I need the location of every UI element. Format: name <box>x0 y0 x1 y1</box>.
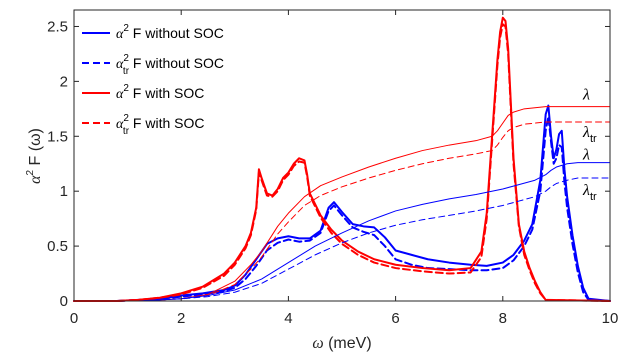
y-tick-label: 0 <box>60 293 68 310</box>
legend: α2 F without SOC α2 tr F without SOC α2 F w… <box>82 23 224 137</box>
end-labels: λ λtr λ λtr <box>582 87 597 203</box>
x-axis-label: ω (meV) <box>312 335 371 352</box>
plot-frame <box>73 9 611 302</box>
x-tick-label: 10 <box>602 310 619 327</box>
series-line-5 <box>73 121 611 302</box>
x-tick-label: 2 <box>177 310 185 327</box>
x-tick-label: 0 <box>70 310 78 327</box>
y-tick-label: 1.5 <box>47 128 68 145</box>
legend-entry: α2 F with SOC <box>116 83 204 102</box>
y-tick-label: 2 <box>60 73 68 90</box>
series-line-3 <box>73 23 611 302</box>
x-tick-label: 6 <box>391 310 399 327</box>
y-tick-label: 0.5 <box>47 238 68 255</box>
legend-entry: α2 tr F without SOC <box>116 53 224 77</box>
series-layer <box>73 16 611 302</box>
x-tick-label: 8 <box>499 310 507 327</box>
y-axis-label: α2 F (ω) <box>25 128 44 184</box>
y-tick-label: 1 <box>60 183 68 200</box>
end-label: λ <box>582 87 590 104</box>
series-line-6 <box>73 162 611 302</box>
y-tick-label: 2.5 <box>47 18 68 35</box>
end-label: λ <box>582 147 590 164</box>
x-tick-label: 4 <box>284 310 292 327</box>
series-line-1 <box>73 115 611 302</box>
end-label: λtr <box>582 124 597 145</box>
plot-background <box>74 10 610 301</box>
end-label: λtr <box>582 182 597 203</box>
legend-entry: α2 F without SOC <box>116 23 224 42</box>
legend-entry: α2 tr F with SOC <box>116 113 205 137</box>
series-line-4 <box>73 106 611 302</box>
series-line-7 <box>73 177 611 302</box>
